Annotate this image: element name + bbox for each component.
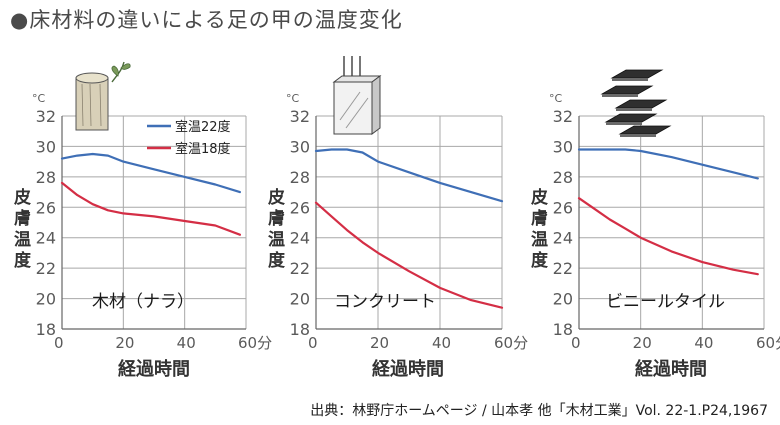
vinyl-tile-edge bbox=[612, 78, 648, 81]
log-body bbox=[75, 77, 109, 131]
y-unit-label: °C bbox=[549, 92, 563, 105]
y-tick-label: 30 bbox=[553, 137, 573, 156]
y-axis-label: 膚 bbox=[531, 208, 548, 229]
log-grain bbox=[89, 83, 92, 127]
x-tick-label: 0 bbox=[308, 334, 318, 352]
series-line bbox=[577, 197, 759, 276]
y-tick-label: 30 bbox=[36, 137, 56, 156]
x-tick-label: 60分 bbox=[494, 334, 528, 352]
y-axis-label: 皮 bbox=[531, 187, 548, 208]
y-axis-label: 膚 bbox=[14, 208, 31, 229]
series-line bbox=[60, 152, 241, 194]
y-tick-label: 20 bbox=[290, 290, 310, 309]
log-top bbox=[75, 72, 109, 84]
x-tick-label: 40 bbox=[432, 334, 451, 352]
y-tick-label: 18 bbox=[290, 320, 310, 339]
sprout-leaf bbox=[120, 63, 131, 70]
y-tick-label: 32 bbox=[553, 107, 573, 126]
series-line bbox=[577, 148, 759, 180]
vinyl-tile-edge bbox=[620, 134, 656, 137]
y-tick-label: 22 bbox=[290, 259, 310, 278]
y-unit-label: °C bbox=[286, 92, 300, 105]
vinyl-tile-edge bbox=[616, 108, 652, 111]
y-axis-label: 度 bbox=[14, 250, 32, 271]
y-axis-label: 膚 bbox=[268, 208, 285, 229]
vinyl-tile bbox=[610, 69, 664, 79]
y-axis-label: 度 bbox=[268, 250, 286, 271]
log-grain bbox=[81, 83, 84, 127]
x-tick-label: 60分 bbox=[238, 334, 272, 352]
y-tick-label: 32 bbox=[290, 107, 310, 126]
y-tick-label: 30 bbox=[290, 137, 310, 156]
x-axis-label: 経過時間 bbox=[372, 358, 444, 380]
y-axis-label: 温 bbox=[531, 230, 548, 250]
y-tick-label: 32 bbox=[36, 107, 56, 126]
y-unit-label: °C bbox=[32, 92, 46, 105]
y-axis-label: 温 bbox=[268, 230, 285, 250]
x-axis-label: 経過時間 bbox=[118, 358, 190, 380]
y-tick-label: 20 bbox=[553, 290, 573, 309]
y-tick-label: 28 bbox=[36, 168, 56, 187]
x-tick-label: 20 bbox=[115, 334, 134, 352]
chart-title: ●床材料の違いによる足の甲の温度変化 bbox=[10, 8, 403, 32]
block-hatch bbox=[339, 91, 361, 121]
sprout-leaf bbox=[111, 65, 119, 77]
y-tick-label: 26 bbox=[290, 198, 310, 217]
series-line bbox=[314, 148, 504, 203]
y-tick-label: 26 bbox=[553, 198, 573, 217]
y-tick-label: 26 bbox=[36, 198, 56, 217]
y-axis-label: 度 bbox=[531, 250, 549, 271]
series-line bbox=[314, 201, 504, 309]
vinyl-tile-edge bbox=[606, 122, 642, 125]
y-axis-label: 皮 bbox=[14, 187, 31, 208]
wood-log-icon bbox=[75, 61, 131, 131]
vinyl-tile-edge bbox=[602, 94, 638, 97]
vinyl-tile bbox=[618, 125, 672, 135]
log-grain bbox=[99, 83, 102, 127]
y-tick-label: 28 bbox=[553, 168, 573, 187]
material-label: 木材（ナラ） bbox=[92, 292, 194, 312]
block-front bbox=[333, 81, 373, 135]
concrete-block-icon bbox=[332, 56, 382, 135]
x-tick-label: 0 bbox=[54, 334, 64, 352]
block-hatch bbox=[345, 97, 369, 129]
legend-label-22: 室温22度 bbox=[175, 119, 231, 135]
y-axis-label: 温 bbox=[14, 230, 31, 250]
y-tick-label: 22 bbox=[553, 259, 573, 278]
y-tick-label: 22 bbox=[36, 259, 56, 278]
y-tick-label: 24 bbox=[553, 229, 573, 248]
y-tick-label: 18 bbox=[36, 320, 56, 339]
x-axis-label: 経過時間 bbox=[635, 358, 707, 380]
y-tick-label: 28 bbox=[290, 168, 310, 187]
x-tick-label: 0 bbox=[571, 334, 581, 352]
block-side bbox=[371, 75, 381, 135]
y-tick-label: 24 bbox=[36, 229, 56, 248]
x-tick-label: 60分 bbox=[756, 334, 780, 352]
material-label: ビニールタイル bbox=[606, 292, 725, 312]
x-tick-label: 20 bbox=[633, 334, 652, 352]
vinyl-tile bbox=[614, 99, 668, 109]
sprout-stem bbox=[111, 61, 125, 83]
vinyl-tile bbox=[604, 113, 658, 123]
material-label: コンクリート bbox=[334, 292, 436, 312]
x-tick-label: 20 bbox=[370, 334, 389, 352]
vinyl-tile-stack-icon bbox=[600, 69, 672, 137]
x-tick-label: 40 bbox=[177, 334, 196, 352]
source-citation: 出典：林野庁ホームページ / 山本孝 他「木材工業」Vol. 22-1.P24,… bbox=[310, 403, 768, 419]
y-axis-label: 皮 bbox=[268, 187, 285, 208]
y-tick-label: 20 bbox=[36, 290, 56, 309]
y-tick-label: 18 bbox=[553, 320, 573, 339]
y-tick-label: 24 bbox=[290, 229, 310, 248]
series-line bbox=[60, 181, 241, 236]
vinyl-tile bbox=[600, 85, 654, 95]
legend-label-18: 室温18度 bbox=[175, 141, 231, 157]
x-tick-label: 40 bbox=[694, 334, 713, 352]
